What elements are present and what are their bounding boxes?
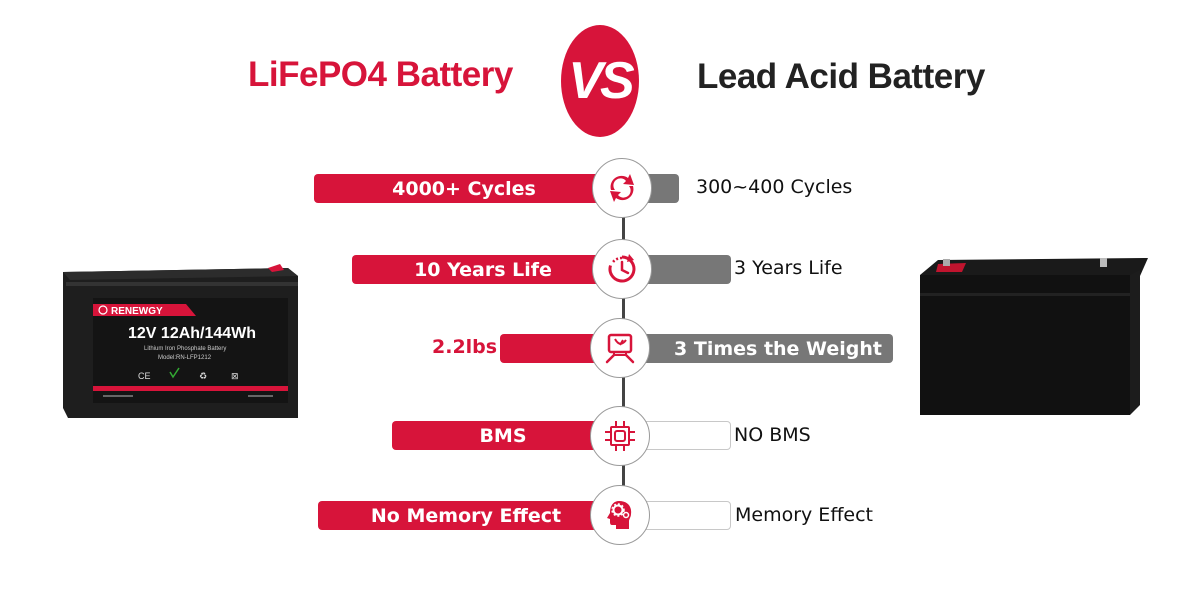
battery-brand: RENEWGY — [111, 306, 163, 317]
lifepo4-memory-bar: No Memory Effect — [318, 501, 614, 530]
svg-text:CE: CE — [138, 371, 151, 381]
cycles-icon-circle — [592, 158, 652, 218]
vs-label: VS — [568, 52, 634, 110]
lead-acid-weight-bar: 3 Times the Weight — [633, 334, 893, 363]
lifepo4-life-bar: 10 Years Life — [352, 255, 614, 284]
lifepo4-bms-bar: BMS — [392, 421, 614, 450]
svg-text:⊠: ⊠ — [231, 372, 239, 382]
lead-acid-memory-label: Memory Effect — [735, 504, 873, 526]
battery-type: Lithium Iron Phosphate Battery — [144, 346, 226, 352]
lifepo4-battery-image: RENEWGY 12V 12Ah/144Wh Lithium Iron Phos… — [58, 258, 308, 428]
lifepo4-cycles-bar: 4000+ Cycles — [314, 174, 614, 203]
lead-acid-title: Lead Acid Battery — [697, 57, 985, 96]
battery-spec: 12V 12Ah/144Wh — [128, 325, 256, 342]
head-gears-icon — [607, 501, 632, 529]
cycle-arrows-icon — [610, 174, 634, 202]
weight-scale-icon — [605, 333, 635, 364]
lead-acid-cycles-label: 300~400 Cycles — [696, 176, 853, 198]
memory-icon-circle — [590, 485, 650, 545]
vs-badge: VS — [561, 25, 639, 137]
lifepo4-weight-label: 2.2lbs — [432, 336, 498, 358]
lead-acid-bms-label: NO BMS — [734, 424, 811, 446]
lead-acid-weight-label: 3 Times the Weight — [674, 337, 882, 360]
lifepo4-memory-label: No Memory Effect — [370, 504, 562, 527]
lead-acid-life-label: 3 Years Life — [734, 257, 843, 279]
lifepo4-cycles-label: 4000+ Cycles — [392, 177, 536, 200]
svg-text:♻: ♻ — [199, 372, 207, 382]
battery-model: Model:RN-LFP1212 — [158, 355, 212, 361]
lifepo4-bms-label: BMS — [479, 424, 527, 447]
chip-icon — [605, 421, 635, 451]
bms-icon-circle — [590, 406, 650, 466]
lifepo4-title: LiFePO4 Battery — [248, 55, 513, 94]
lifepo4-life-label: 10 Years Life — [414, 258, 552, 281]
clock-history-icon — [608, 254, 636, 283]
life-icon-circle — [592, 239, 652, 299]
weight-icon-circle — [590, 318, 650, 378]
lead-acid-battery-image — [918, 250, 1148, 420]
